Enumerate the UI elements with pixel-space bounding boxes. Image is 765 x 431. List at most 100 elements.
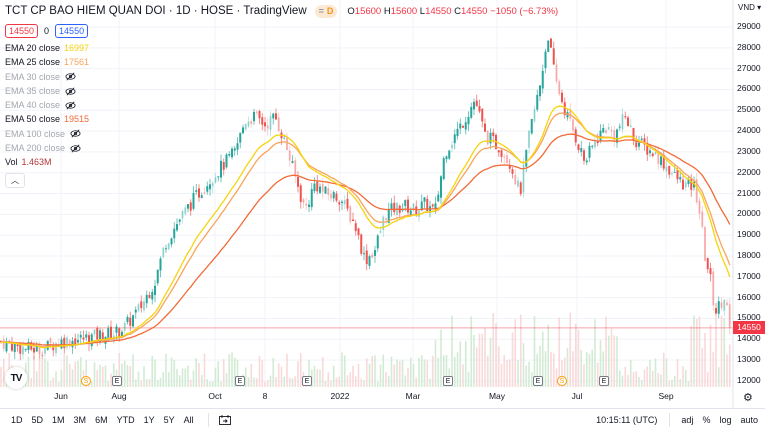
earnings-marker[interactable]: E	[443, 376, 453, 386]
indicator-ema[interactable]: EMA 25 close 17561	[5, 55, 558, 69]
price-tick-label: 29000	[737, 21, 761, 31]
time-tick-label: Sep	[658, 391, 674, 401]
equals-icon: =	[318, 6, 324, 16]
eye-crossed-icon[interactable]	[65, 87, 76, 96]
range-button-ytd[interactable]: YTD	[116, 415, 135, 425]
price-tick-label: 21000	[737, 187, 761, 198]
open-value: 15600	[354, 5, 382, 17]
buy-price-button[interactable]: 14550	[55, 24, 89, 38]
close-value: 14550	[461, 5, 488, 17]
price-tick-label: 13000	[737, 354, 761, 365]
range-button-5y[interactable]: 5Y	[163, 415, 175, 425]
sell-price-button[interactable]: 14550	[5, 24, 39, 38]
eye-crossed-icon[interactable]	[70, 129, 81, 138]
volume-value: 1.463M	[21, 157, 52, 168]
split-dividend-marker[interactable]: S	[81, 376, 91, 386]
ema-20-line	[0, 105, 731, 349]
price-chart-canvas[interactable]	[0, 0, 765, 408]
earnings-marker[interactable]: E	[533, 376, 543, 386]
gear-icon[interactable]: ⚙	[743, 392, 753, 404]
earnings-marker[interactable]: E	[235, 376, 245, 386]
ohlc-values: O15600 H15600 L14550 C14550 −1050 (−6.73…	[347, 6, 558, 17]
current-price-tag: 14550	[733, 321, 765, 334]
indicator-ema[interactable]: EMA 35 close	[5, 84, 558, 98]
range-button-1m[interactable]: 1M	[52, 415, 65, 425]
title-row: TCT CP BAO HIEM QUAN DOI · 1D · HOSE · T…	[5, 2, 558, 20]
range-button-5d[interactable]: 5D	[31, 415, 44, 425]
indicator-value: 19515	[64, 114, 90, 125]
earnings-marker[interactable]: E	[302, 376, 312, 386]
price-tick-label: 24000	[737, 125, 761, 136]
time-tick-label: Aug	[111, 391, 127, 401]
range-button-6m[interactable]: 6M	[95, 415, 108, 425]
open-label: O	[347, 5, 355, 17]
time-tick-label: Jun	[54, 391, 68, 401]
indicator-name: EMA 20 close	[5, 43, 61, 53]
time-tick-label: 2022	[330, 391, 350, 401]
volume-bars	[0, 312, 731, 387]
price-tick-label: 16000	[737, 291, 761, 302]
percent-scale-toggle[interactable]: %	[702, 415, 711, 425]
log-scale-toggle[interactable]: log	[719, 415, 732, 425]
indicator-ema[interactable]: EMA 50 close 19515	[5, 112, 558, 126]
indicator-value: 17561	[64, 57, 90, 68]
volume-indicator[interactable]: Vol 1.463M	[5, 155, 558, 169]
price-tick-label: 14000	[737, 333, 761, 344]
eye-crossed-icon[interactable]	[65, 101, 76, 110]
volume-label: Vol	[5, 157, 18, 168]
go-to-date-icon[interactable]	[218, 415, 231, 425]
time-tick-label: 8	[262, 391, 268, 401]
indicator-name: EMA 50 close	[5, 114, 61, 125]
price-tick-label: 18000	[737, 250, 761, 261]
ema-50-line	[0, 133, 731, 346]
indicator-name: EMA 200 close	[5, 143, 66, 154]
symbol-title[interactable]: TCT CP BAO HIEM QUAN DOI · 1D · HOSE · T…	[5, 5, 307, 17]
time-tick-label: Mar	[405, 391, 421, 401]
indicator-name: EMA 25 close	[5, 57, 61, 68]
currency-selector[interactable]: VND ▾	[738, 3, 762, 12]
tradingview-logo[interactable]: TV	[5, 367, 27, 389]
delayed-data-badge: D	[326, 6, 334, 16]
indicator-ema[interactable]: EMA 40 close	[5, 98, 558, 112]
time-tick-label: May	[488, 391, 506, 401]
price-tick-label: 28000	[737, 41, 761, 52]
chevron-up-icon: ︿	[11, 175, 19, 185]
indicator-ema[interactable]: EMA 20 close 16997	[5, 41, 558, 55]
auto-scale-toggle[interactable]: auto	[740, 415, 758, 425]
indicator-name: EMA 40 close	[5, 100, 61, 111]
range-button-1y[interactable]: 1Y	[143, 415, 155, 425]
range-button-1d[interactable]: 1D	[11, 415, 23, 425]
price-tick-label: 27000	[737, 62, 761, 73]
market-status-badge[interactable]: = D	[314, 4, 338, 18]
indicator-name: EMA 100 close	[5, 128, 66, 139]
earnings-marker[interactable]: E	[599, 376, 609, 386]
eye-crossed-icon[interactable]	[70, 144, 81, 153]
bid-ask-row: 14550 0 14550	[5, 21, 558, 41]
indicator-name: EMA 35 close	[5, 85, 61, 96]
indicator-name: EMA 30 close	[5, 71, 61, 82]
price-tick-label: 15000	[737, 312, 761, 323]
split-dividend-marker[interactable]: S	[557, 376, 567, 386]
earnings-marker[interactable]: E	[112, 376, 122, 386]
divider	[669, 413, 671, 427]
right-tools: 10:15:11 (UTC) adj % log auto	[587, 409, 758, 431]
indicator-value: 16997	[64, 43, 90, 53]
indicator-list: EMA 20 close 16997 EMA 25 close 17561 EMA 30…	[5, 41, 558, 155]
range-button-all[interactable]: All	[183, 415, 194, 425]
indicator-ema[interactable]: EMA 100 close	[5, 127, 558, 141]
collapse-legend-button[interactable]: ︿	[5, 172, 25, 188]
close-label: C	[454, 5, 462, 17]
eye-crossed-icon[interactable]	[65, 72, 76, 81]
low-value: 14550	[425, 5, 452, 17]
price-tick-label: 17000	[737, 270, 761, 281]
price-tick-label: 20000	[737, 208, 761, 219]
price-tick-label: 12000	[737, 374, 761, 385]
indicator-ema[interactable]: EMA 30 close	[5, 70, 558, 84]
clock-time[interactable]: 10:15:11 (UTC)	[596, 415, 658, 425]
time-tick-label: Oct	[208, 391, 222, 401]
change-value: −1050 (−6.73%)	[490, 5, 559, 17]
adjust-data-toggle[interactable]: adj	[681, 415, 694, 425]
price-tick-label: 26000	[737, 83, 761, 94]
range-button-3m[interactable]: 3M	[73, 415, 87, 425]
indicator-ema[interactable]: EMA 200 close	[5, 141, 558, 155]
